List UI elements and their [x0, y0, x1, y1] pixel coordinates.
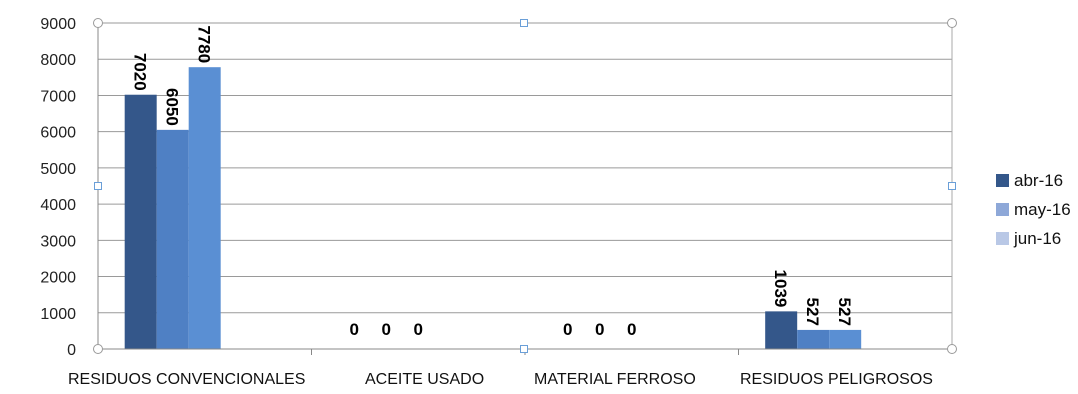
data-label: 0 — [381, 320, 390, 339]
x-category-labels: RESIDUOS CONVENCIONALES ACEITE USADO MATER… — [68, 371, 933, 388]
bar-jun-16-3 — [829, 329, 862, 349]
x-category-label: RESIDUOS PELIGROSOS — [740, 371, 933, 388]
x-category-label: ACEITE USADO — [365, 371, 484, 388]
data-label: 6050 — [163, 88, 182, 126]
data-label: 0 — [349, 320, 358, 339]
bar-jun-16-0 — [188, 67, 221, 350]
resize-handle-edge[interactable] — [520, 345, 528, 353]
x-category-label: RESIDUOS CONVENCIONALES — [68, 371, 305, 388]
y-tick-label: 2000 — [40, 270, 76, 287]
legend-label: jun-16 — [1013, 229, 1061, 248]
resize-handle-corner[interactable] — [947, 18, 957, 28]
data-labels: 7020 0 0 1039 6050 0 0 527 7780 0 0 527 — [131, 25, 855, 339]
x-category-label: MATERIAL FERROSO — [534, 371, 696, 388]
resize-handle-edge[interactable] — [94, 182, 102, 190]
data-label: 7020 — [131, 53, 150, 91]
data-label: 0 — [595, 320, 604, 339]
resize-handle-corner[interactable] — [947, 344, 957, 354]
y-tick-label: 4000 — [40, 197, 76, 214]
legend-swatch — [996, 174, 1009, 187]
bar-may-16-0 — [156, 129, 189, 349]
y-tick-label: 6000 — [40, 125, 76, 142]
resize-handle-edge[interactable] — [948, 182, 956, 190]
legend-swatch — [996, 203, 1009, 216]
bar-abr-16-3 — [765, 311, 798, 349]
resize-handle-corner[interactable] — [93, 18, 103, 28]
data-label: 0 — [413, 320, 422, 339]
legend: abr-16 may-16 jun-16 — [996, 171, 1071, 248]
y-tick-labels: 0 1000 2000 3000 4000 5000 6000 7000 8000 9000 — [40, 16, 76, 359]
y-tick-label: 9000 — [40, 16, 76, 33]
data-label: 1039 — [771, 270, 790, 308]
y-tick-label: 8000 — [40, 52, 76, 69]
y-tick-label: 0 — [67, 342, 76, 359]
data-label: 7780 — [195, 25, 214, 63]
bar-abr-16-0 — [124, 94, 157, 349]
axes — [97, 23, 953, 355]
legend-swatch — [996, 232, 1009, 245]
resize-handle-corner[interactable] — [93, 344, 103, 354]
resize-handle-edge[interactable] — [520, 19, 528, 27]
bar-may-16-3 — [797, 329, 830, 349]
gridlines — [98, 22, 952, 314]
data-label: 0 — [627, 320, 636, 339]
data-label: 0 — [563, 320, 572, 339]
bars — [124, 67, 862, 350]
data-label: 527 — [835, 298, 854, 326]
legend-label: abr-16 — [1014, 171, 1063, 190]
legend-label: may-16 — [1014, 200, 1071, 219]
y-tick-label: 5000 — [40, 161, 76, 178]
data-label: 527 — [803, 298, 822, 326]
y-tick-label: 7000 — [40, 88, 76, 105]
y-tick-label: 1000 — [40, 306, 76, 323]
y-tick-label: 3000 — [40, 233, 76, 250]
selection-handles — [93, 18, 957, 354]
